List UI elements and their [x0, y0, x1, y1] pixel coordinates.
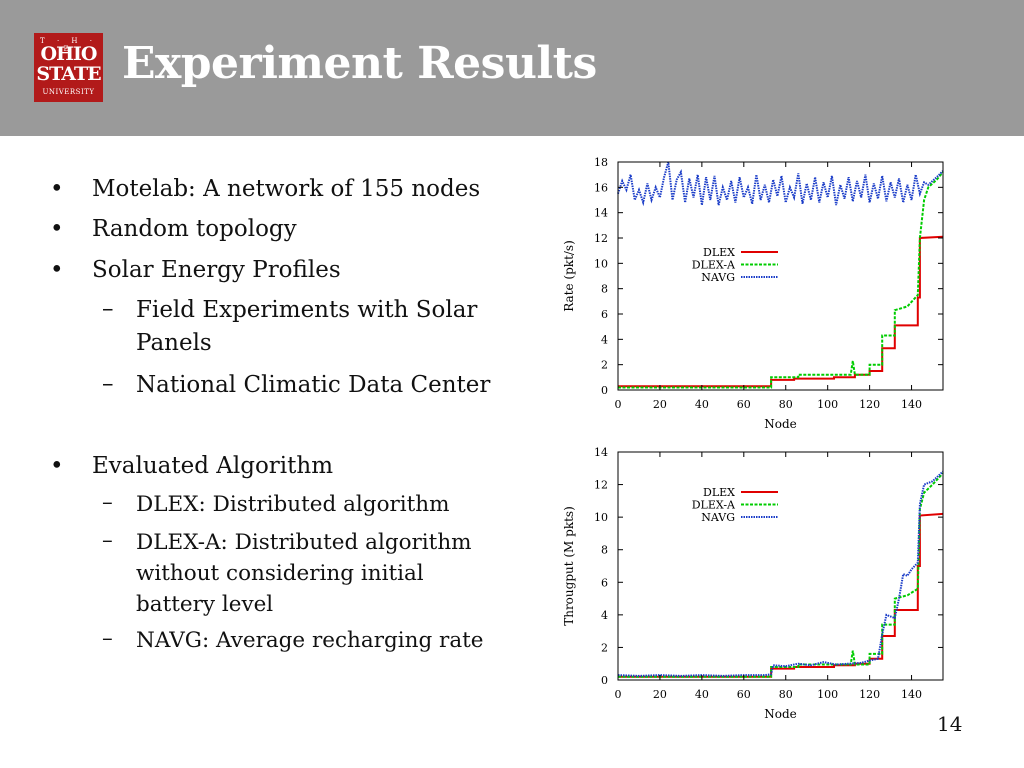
y-tick-label: 16 — [594, 181, 608, 194]
slide-title: Experiment Results — [122, 38, 597, 89]
x-tick-label: 100 — [817, 398, 838, 411]
x-tick-label: 80 — [779, 398, 793, 411]
plot-frame — [617, 451, 944, 681]
x-tick-label: 60 — [737, 688, 751, 701]
sub-bullet-dash: – — [102, 626, 113, 651]
y-tick-label: 8 — [601, 283, 608, 296]
y-tick-label: 8 — [601, 544, 608, 557]
sub-bullet-line: Field Experiments with Solar — [136, 297, 478, 323]
x-tick-label: 120 — [859, 398, 880, 411]
series-line-dlex — [618, 235, 944, 388]
x-axis-label: Node — [764, 417, 797, 431]
y-tick-label: 2 — [601, 359, 608, 372]
y-tick-label: 0 — [601, 384, 608, 397]
series-line-navg — [617, 470, 944, 677]
series-line-dlex-a — [618, 472, 944, 678]
sub-bullet-line: without considering initial — [136, 561, 424, 586]
bullet-dot: • — [50, 176, 64, 202]
page-number: 14 — [937, 712, 963, 736]
title-bar: T · H · E OHIO STATE UNIVERSITY Experime… — [0, 0, 1024, 136]
bullet-dot: • — [50, 453, 64, 479]
y-tick-label: 4 — [601, 333, 608, 346]
sub-bullet-dash: – — [102, 528, 113, 553]
x-tick-label: 20 — [653, 398, 667, 411]
legend-label: DLEX-A — [692, 499, 736, 512]
bullet-text: Solar Energy Profiles — [92, 257, 341, 283]
series-line-dlex-a — [618, 171, 944, 389]
logo-line-4: UNIVERSITY — [42, 88, 95, 96]
bullet-dot: • — [50, 257, 64, 283]
x-tick-label: 40 — [695, 398, 709, 411]
legend-label: NAVG — [701, 511, 735, 524]
sub-bullet-dash: – — [102, 490, 113, 515]
y-axis-label: Rate (pkt/s) — [562, 240, 576, 312]
y-tick-label: 2 — [601, 641, 608, 654]
sub-bullet-line: NAVG: Average recharging rate — [136, 628, 484, 653]
university-logo: T · H · E OHIO STATE UNIVERSITY — [34, 33, 103, 102]
sub-bullet-line: DLEX-A: Distributed algorithm — [136, 530, 472, 555]
y-tick-label: 6 — [601, 576, 608, 589]
series-line-navg — [617, 161, 944, 207]
throughput-chart: 0 20 40 60 80 100 120 140 0 2 4 6 8 10 12 14 Node Througp… — [562, 446, 944, 721]
y-tick-label: 6 — [601, 308, 608, 321]
plot-frame — [617, 161, 944, 391]
y-tick-label: 12 — [594, 479, 608, 492]
sub-bullet-line: Panels — [136, 330, 212, 356]
x-tick-label: 140 — [901, 398, 922, 411]
legend-label: DLEX — [703, 486, 735, 499]
y-tick-label: 4 — [601, 609, 608, 622]
logo-line-2: OHIO — [40, 43, 98, 65]
bullet-dot: • — [50, 216, 64, 242]
y-tick-label: 0 — [601, 674, 608, 687]
x-tick-label: 0 — [615, 688, 622, 701]
legend-label: NAVG — [701, 271, 735, 284]
series-line-dlex — [618, 512, 944, 678]
sub-bullet-dash: – — [102, 371, 114, 397]
sub-bullet-line: DLEX: Distributed algorithm — [136, 492, 450, 517]
x-axis-label: Node — [764, 707, 797, 721]
x-tick-label: 0 — [615, 398, 622, 411]
rate-chart: 0 20 40 60 80 100 120 140 0 2 4 6 8 10 12 14 16 18 Node Rat… — [562, 156, 944, 431]
y-tick-label: 10 — [594, 511, 608, 524]
sub-bullet-line: battery level — [136, 592, 274, 617]
y-axis-label: Througput (M pkts) — [562, 506, 576, 626]
y-tick-label: 10 — [594, 257, 608, 270]
y-tick-label: 14 — [594, 207, 608, 220]
y-tick-label: 12 — [594, 232, 608, 245]
sub-bullet-dash: – — [102, 296, 114, 322]
legend-label: DLEX-A — [692, 259, 736, 272]
x-tick-label: 100 — [817, 688, 838, 701]
bullet-text: Motelab: A network of 155 nodes — [92, 176, 481, 202]
bullet-text: Evaluated Algorithm — [92, 453, 334, 479]
y-tick-label: 14 — [594, 446, 608, 459]
legend-label: DLEX — [703, 246, 735, 259]
x-tick-label: 60 — [737, 398, 751, 411]
x-tick-label: 80 — [779, 688, 793, 701]
sub-bullet-line: National Climatic Data Center — [136, 372, 491, 398]
x-tick-label: 20 — [653, 688, 667, 701]
logo-line-3: STATE — [36, 63, 101, 85]
y-tick-label: 18 — [594, 156, 608, 169]
logo-line-1: T · H · E — [40, 37, 97, 53]
bullet-text: Random topology — [92, 216, 297, 242]
x-tick-label: 40 — [695, 688, 709, 701]
x-tick-label: 120 — [859, 688, 880, 701]
x-tick-label: 140 — [901, 688, 922, 701]
